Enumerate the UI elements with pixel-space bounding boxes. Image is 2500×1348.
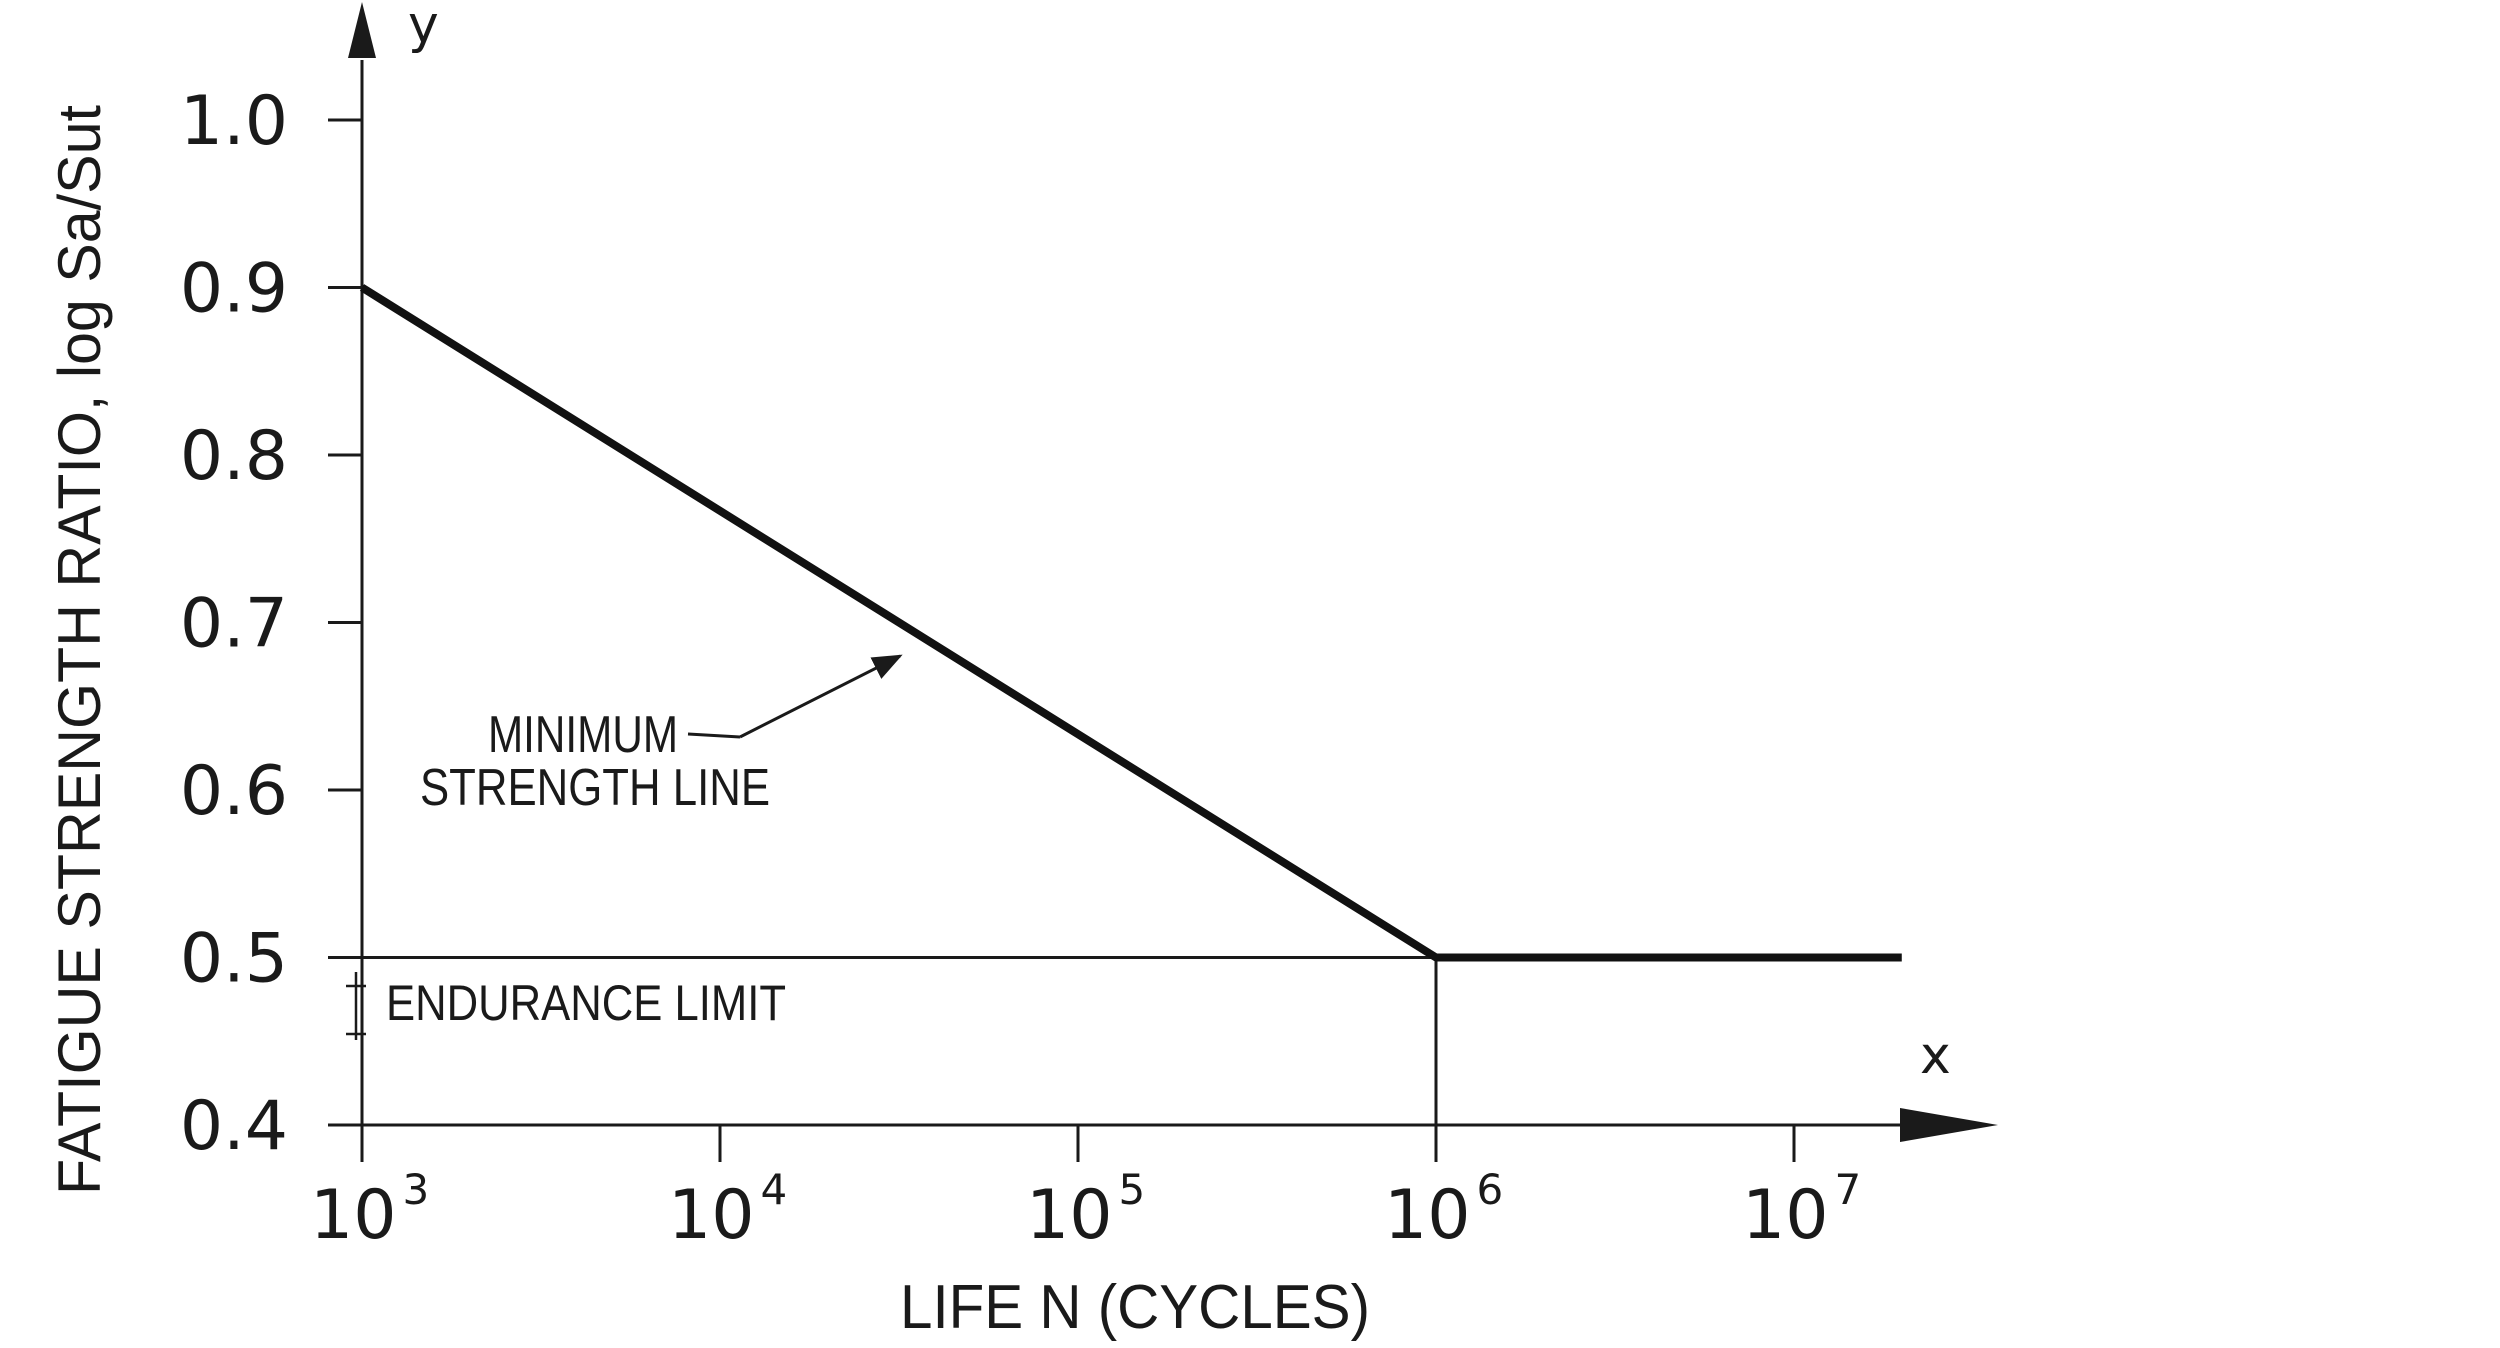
y-tick-label: 0.4: [180, 1087, 288, 1166]
x-tick-exponent: 6: [1477, 1165, 1504, 1214]
x-tick-label: 10 6: [1384, 1165, 1503, 1255]
y-axis-arrow: [348, 2, 376, 58]
x-tick-label: 10 4: [668, 1165, 787, 1255]
annotation-arrow: [739, 654, 903, 739]
y-tick-label: 0.8: [180, 417, 288, 496]
x-axis-letter: x: [1920, 1026, 1951, 1086]
x-tick-label: 10 5: [1026, 1165, 1145, 1255]
x-axis-title: LIFE N (CYCLES): [900, 1273, 1370, 1342]
y-tick-label: 1.0: [180, 82, 288, 161]
annotation-minimum-strength: MINIMUM STRENGTH LINE: [420, 654, 903, 817]
endurance-dimension-mark: [346, 972, 366, 1040]
x-tick-label: 10 3: [310, 1165, 429, 1255]
y-tick-label: 0.9: [180, 250, 288, 329]
annotation-line2: STRENGTH LINE: [420, 759, 770, 817]
y-tick-label: 0.6: [180, 752, 288, 831]
axes: y x: [328, 0, 1998, 1142]
y-axis-title: FATIGUE STRENGTH RATIO, log Sa/Sut: [46, 105, 113, 1195]
y-tick-label: 0.7: [180, 585, 288, 664]
endurance-limit: ENDURANCE LIMIT: [328, 956, 1438, 1125]
x-tick-exponent: 4: [761, 1165, 788, 1214]
annotation-leader-short: [687, 732, 741, 739]
x-ticks: 10 3 10 4 10 5 10 6 10 7: [310, 1125, 1861, 1255]
y-axis-letter: y: [408, 0, 439, 55]
series: [359, 284, 1902, 962]
y-tick-label: 0.5: [180, 920, 288, 999]
endurance-limit-label: ENDURANCE LIMIT: [386, 975, 786, 1031]
minimum-strength-line: [359, 284, 1902, 962]
x-tick-exponent: 7: [1835, 1165, 1862, 1214]
y-ticks: 1.0 0.9 0.8 0.7 0.6 0.5 0.4: [180, 82, 362, 1166]
annotation-line1: MINIMUM: [488, 706, 678, 764]
x-tick-label: 10 7: [1742, 1165, 1861, 1255]
x-axis-arrow: [1900, 1108, 1998, 1142]
x-tick-exponent: 5: [1119, 1165, 1146, 1214]
x-tick-exponent: 3: [403, 1165, 430, 1214]
